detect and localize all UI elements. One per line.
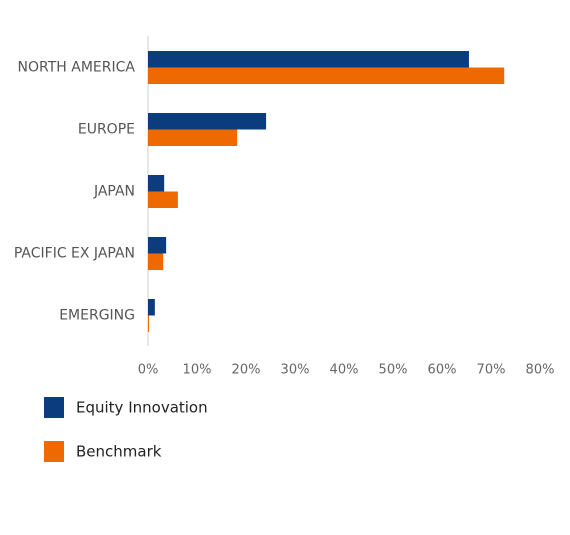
x-tick-label: 0% [138, 363, 159, 378]
bar [148, 113, 267, 130]
x-tick-label: 40% [330, 363, 359, 378]
x-tick-label: 10% [183, 363, 212, 378]
x-tick-label: 30% [281, 363, 310, 378]
y-tick-label: NORTH AMERICA [18, 60, 136, 76]
x-tick-label: 70% [477, 363, 506, 378]
bar [148, 67, 505, 84]
x-tick-label: 50% [379, 363, 408, 378]
legend-label: Equity Innovation [76, 399, 208, 417]
bar [148, 253, 164, 270]
x-tick-label: 60% [428, 363, 457, 378]
legend-swatch [44, 397, 64, 418]
bar [148, 315, 149, 332]
bar [148, 237, 167, 254]
bar [148, 299, 155, 316]
bar [148, 191, 178, 208]
bar [148, 51, 469, 68]
legend-swatch [44, 441, 64, 462]
y-tick-label: EMERGING [59, 308, 135, 324]
y-tick-label: PACIFIC EX JAPAN [14, 246, 135, 262]
bar [148, 129, 238, 146]
bar [148, 175, 165, 192]
x-tick-label: 20% [232, 363, 261, 378]
legend-label: Benchmark [76, 443, 162, 461]
y-tick-label: JAPAN [93, 184, 135, 200]
y-tick-label: EUROPE [78, 122, 135, 138]
x-tick-label: 80% [526, 363, 555, 378]
